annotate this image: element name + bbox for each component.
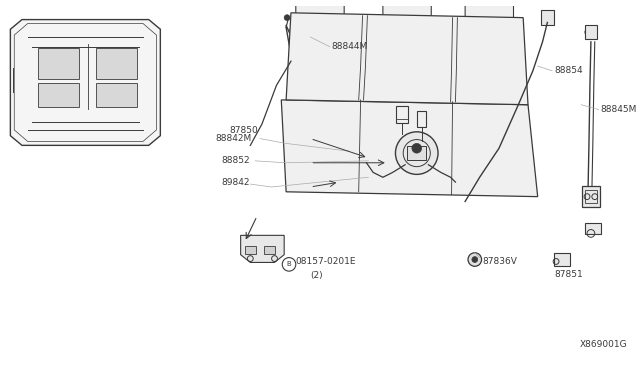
Bar: [585, 190, 596, 203]
Bar: [541, 10, 554, 25]
Bar: [585, 25, 596, 39]
Bar: [97, 83, 137, 107]
Circle shape: [545, 13, 554, 22]
Bar: [417, 112, 426, 127]
Circle shape: [468, 253, 481, 266]
FancyBboxPatch shape: [383, 0, 431, 22]
Circle shape: [396, 132, 438, 174]
Text: 88852: 88852: [221, 156, 250, 165]
Circle shape: [284, 15, 290, 20]
Bar: [407, 146, 426, 160]
FancyBboxPatch shape: [296, 0, 344, 22]
Text: 88842M: 88842M: [216, 134, 252, 143]
Bar: [585, 223, 600, 234]
Bar: [38, 83, 79, 107]
Polygon shape: [286, 13, 528, 105]
Text: 08157-0201E: 08157-0201E: [296, 257, 356, 266]
Text: 88854: 88854: [554, 66, 583, 76]
Bar: [38, 48, 79, 78]
Bar: [97, 48, 137, 78]
Bar: [264, 246, 275, 254]
Text: 87850: 87850: [229, 126, 258, 135]
Bar: [300, 129, 313, 139]
Bar: [582, 186, 600, 207]
Bar: [244, 246, 256, 254]
FancyBboxPatch shape: [465, 0, 513, 22]
Text: (2): (2): [310, 270, 323, 279]
Circle shape: [472, 257, 477, 262]
Bar: [396, 106, 408, 123]
Text: 87851: 87851: [554, 270, 583, 279]
Circle shape: [585, 28, 593, 36]
Text: X869001G: X869001G: [579, 340, 627, 349]
Polygon shape: [282, 100, 538, 197]
Text: 88844M: 88844M: [332, 42, 368, 51]
Circle shape: [412, 144, 422, 153]
Text: 89842: 89842: [221, 177, 250, 187]
Text: 87836V: 87836V: [483, 257, 517, 266]
Polygon shape: [10, 20, 161, 145]
Polygon shape: [241, 235, 284, 262]
Circle shape: [282, 257, 296, 271]
Bar: [296, 124, 317, 144]
Bar: [554, 253, 570, 266]
Bar: [305, 151, 313, 161]
Text: B: B: [287, 262, 291, 267]
Text: 88845M: 88845M: [600, 105, 637, 114]
